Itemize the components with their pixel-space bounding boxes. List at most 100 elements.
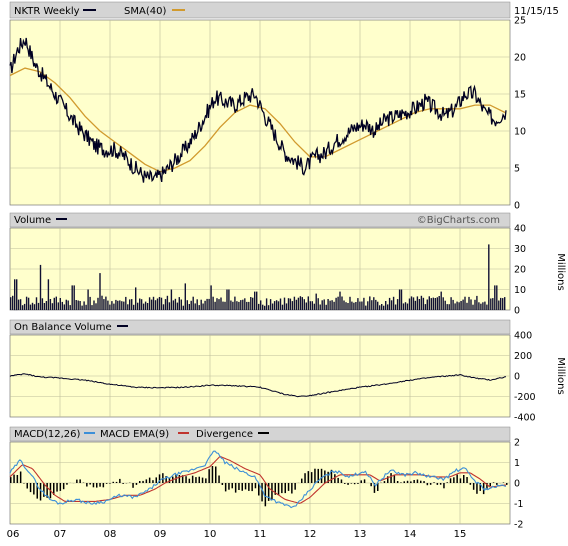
divergence-bar — [291, 483, 293, 494]
volume-bar — [460, 301, 461, 310]
obv-tick-label: 200 — [514, 351, 532, 362]
divergence-bar — [33, 483, 35, 495]
divergence-bar — [139, 481, 141, 483]
obv-tick-label: -200 — [514, 392, 536, 403]
divergence-bar — [215, 467, 217, 484]
volume-bar — [125, 297, 126, 310]
divergence-bar — [27, 483, 29, 489]
volume-bar — [87, 290, 88, 311]
price-tick-label: 5 — [514, 164, 520, 175]
divergence-bar — [235, 483, 237, 493]
volume-bar — [335, 298, 336, 310]
volume-bar — [286, 303, 287, 310]
divergence-bar — [311, 472, 313, 483]
volume-bar — [151, 300, 152, 310]
volume-bar — [478, 302, 479, 310]
volume-bar — [157, 299, 158, 311]
volume-bar — [381, 304, 382, 310]
divergence-bar — [354, 483, 356, 484]
divergence-bar — [413, 480, 415, 483]
volume-bar — [107, 301, 108, 310]
volume-bar — [377, 302, 378, 310]
volume-bar — [320, 305, 321, 311]
volume-bar — [324, 299, 325, 310]
volume-bar — [405, 302, 406, 310]
volume-bar — [355, 302, 356, 310]
volume-bar — [329, 301, 330, 310]
divergence-bar — [79, 479, 81, 483]
obv-title: On Balance Volume — [14, 322, 112, 333]
divergence-bar — [248, 483, 250, 491]
volume-bar — [206, 299, 207, 310]
volume-bar — [32, 303, 33, 310]
volume-bar — [129, 299, 130, 310]
volume-bar — [115, 300, 116, 310]
divergence-bar — [156, 477, 158, 483]
volume-bar — [304, 299, 305, 310]
volume-bar — [504, 297, 505, 310]
volume-bar — [449, 304, 450, 310]
ema-legend-label: MACD EMA(9) — [100, 429, 169, 440]
volume-bar — [322, 300, 323, 310]
divergence-bar — [294, 483, 296, 490]
volume-bar — [93, 301, 94, 311]
price-tick-label: 15 — [514, 90, 526, 101]
x-tick-label: 11 — [254, 529, 267, 540]
divergence-bar — [404, 481, 406, 483]
volume-bar — [105, 297, 106, 310]
volume-bar — [210, 285, 211, 310]
divergence-bar — [456, 475, 458, 483]
volume-bar — [423, 298, 424, 310]
divergence-bar — [202, 478, 204, 483]
volume-bar — [466, 303, 467, 310]
volume-bar — [437, 297, 438, 310]
macd-tick-label: 1 — [514, 458, 520, 469]
divergence-bar — [136, 483, 138, 485]
macd-legend-label: MACD(12,26) — [14, 429, 81, 440]
divergence-bar — [364, 479, 366, 483]
divergence-bar — [30, 483, 32, 492]
volume-bar — [415, 301, 416, 310]
volume-bar — [137, 303, 138, 310]
volume-bar — [363, 298, 364, 310]
volume-bar — [183, 306, 184, 310]
volume-bar — [121, 301, 122, 310]
price-tick-label: 20 — [514, 53, 526, 64]
volume-bar — [369, 296, 370, 310]
volume-bar — [230, 301, 231, 311]
volume-bar — [22, 305, 23, 310]
volume-bar — [431, 298, 432, 310]
volume-bar — [452, 300, 453, 310]
divergence-bar — [324, 471, 326, 484]
divergence-bar — [162, 473, 164, 483]
x-tick-label: 14 — [404, 529, 417, 540]
divergence-bar — [76, 480, 78, 483]
volume-bar — [272, 304, 273, 311]
volume-bar — [149, 297, 150, 310]
volume-tick-label: 20 — [514, 265, 526, 276]
volume-bar — [268, 305, 269, 310]
volume-bar — [429, 296, 430, 310]
divergence-bar — [357, 483, 359, 484]
volume-bar — [226, 290, 227, 311]
volume-bar — [425, 304, 426, 310]
volume-bar — [220, 298, 221, 311]
volume-bar — [433, 298, 434, 310]
volume-bar — [14, 279, 15, 310]
volume-bar — [24, 304, 25, 310]
volume-bar — [282, 305, 283, 310]
volume-bar — [447, 304, 448, 310]
divergence-bar — [228, 483, 230, 490]
volume-bar — [258, 304, 259, 310]
volume-bar — [12, 296, 13, 310]
divergence-bar — [225, 483, 227, 491]
volume-bar — [337, 297, 338, 310]
volume-bar — [302, 297, 303, 310]
volume-bar — [224, 302, 225, 310]
divergence-bar — [407, 481, 409, 483]
divergence-bar — [430, 483, 432, 485]
volume-bar — [403, 303, 404, 310]
x-tick-label: 09 — [154, 529, 167, 540]
volume-ylabel: Millions — [555, 253, 566, 290]
volume-bar — [264, 306, 265, 310]
